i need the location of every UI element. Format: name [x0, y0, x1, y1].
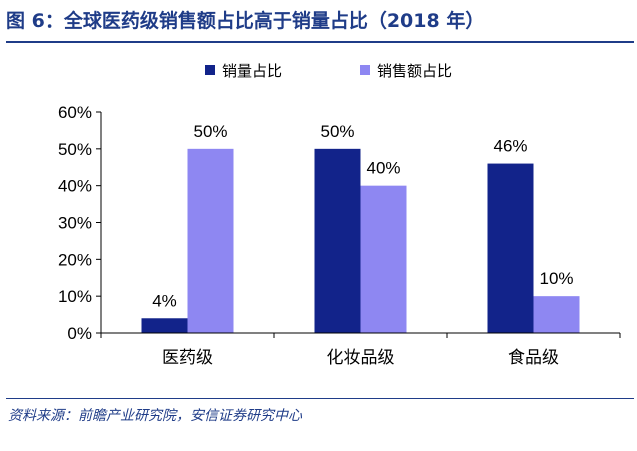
chart-bars: 4% 50% 50% 40% 46% 10% — [141, 122, 580, 333]
bar-value-label: 50% — [320, 122, 354, 141]
source-divider — [6, 398, 634, 399]
legend-label: 销量占比 — [222, 63, 282, 80]
y-axis: 0% 10% 20% 30% 40% 50% 60% — [58, 103, 102, 343]
category-label: 医药级 — [162, 348, 213, 367]
y-tick-label: 20% — [58, 250, 92, 269]
legend-item: 销量占比 — [205, 63, 282, 80]
bar-value-label: 50% — [193, 122, 227, 141]
bar-value-label: 46% — [493, 137, 527, 156]
bar — [360, 185, 407, 333]
legend-swatch — [205, 65, 215, 75]
bar — [487, 163, 534, 333]
y-tick-label: 10% — [58, 287, 92, 306]
title-divider — [6, 41, 634, 43]
category-label: 化妆品级 — [327, 348, 395, 367]
x-axis: 医药级 化妆品级 食品级 — [100, 332, 621, 367]
legend-item: 销售额占比 — [360, 63, 452, 80]
bar-value-label: 40% — [366, 159, 400, 178]
bar-chart: 销量占比 销售额占比 0%10%20%30%40%50%60% 4%50% 50%4… — [58, 63, 621, 367]
bar — [314, 148, 361, 333]
bar — [187, 148, 234, 333]
y-tick-label: 50% — [58, 140, 92, 159]
source-note: 资料来源：前瞻产业研究院，安信证券研究中心 — [8, 408, 302, 424]
legend-swatch — [360, 65, 370, 75]
y-tick-label: 60% — [58, 103, 92, 122]
y-tick-label: 40% — [58, 177, 92, 196]
chart-legend: 销量占比 销售额占比 — [205, 63, 452, 80]
figure-title: 图 6：全球医药级销售额占比高于销量占比（2018 年） — [6, 10, 485, 32]
bar-value-label: 4% — [152, 291, 177, 310]
category-label: 食品级 — [508, 348, 559, 367]
bar-value-label: 10% — [539, 269, 573, 288]
y-tick-label: 30% — [58, 214, 92, 233]
y-tick-label: 0% — [67, 324, 92, 343]
bar — [141, 318, 188, 333]
legend-label: 销售额占比 — [377, 63, 452, 80]
bar — [533, 296, 580, 333]
